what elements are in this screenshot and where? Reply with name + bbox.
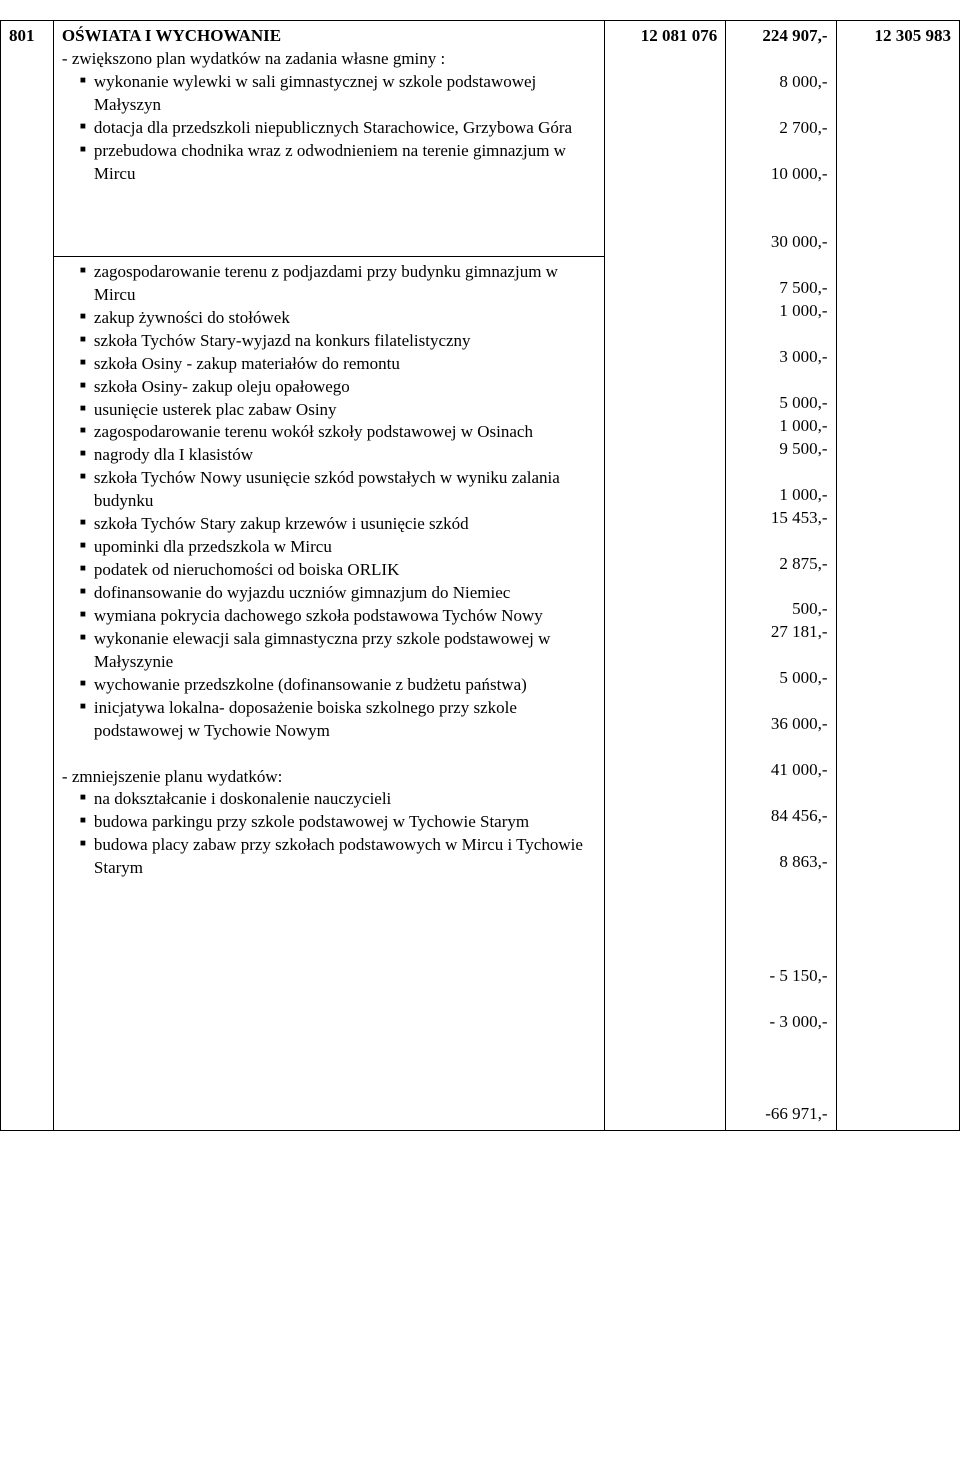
amount-line: .	[734, 209, 827, 232]
desc-lower-cell: zagospodarowanie terenu z podjazdami prz…	[53, 256, 604, 1130]
list-item: podatek od nieruchomości od boiska ORLIK	[80, 559, 596, 582]
amount-line: .	[734, 690, 827, 713]
amount-line: .	[734, 782, 827, 805]
amount-line: .	[734, 369, 827, 392]
amount-line: 15 453,-	[734, 507, 827, 530]
col-a-value: 12 081 076	[641, 26, 718, 45]
bottom-list: na dokształcanie i doskonalenie nauczyci…	[62, 788, 596, 880]
amount-line: .	[734, 644, 827, 667]
amount-line: .	[734, 576, 827, 599]
list-item: usunięcie usterek plac zabaw Osiny	[80, 399, 596, 422]
amount-line: 1 000,-	[734, 415, 827, 438]
list-item: szkoła Osiny- zakup oleju opałowego	[80, 376, 596, 399]
list-item: przebudowa chodnika wraz z odwodnieniem …	[80, 140, 596, 186]
amount-line: .	[734, 530, 827, 553]
amount-line: .	[734, 140, 827, 163]
list-item: budowa placy zabaw przy szkołach podstaw…	[80, 834, 596, 880]
amount-line: 8 000,-	[734, 71, 827, 94]
col-c-cell: 12 305 983	[836, 21, 959, 1131]
list-item: zakup żywności do stołówek	[80, 307, 596, 330]
amount-line: 1 000,-	[734, 300, 827, 323]
amount-line: .	[734, 1080, 827, 1103]
amount-line: 8 863,-	[734, 851, 827, 874]
amount-line: .	[734, 186, 827, 209]
table-top-row: 801 OŚWIATA I WYCHOWANIE - zwiększono pl…	[1, 21, 960, 257]
amount-line: 9 500,-	[734, 438, 827, 461]
budget-table: 801 OŚWIATA I WYCHOWANIE - zwiększono pl…	[0, 20, 960, 1131]
list-item: wykonanie wylewki w sali gimnastycznej w…	[80, 71, 596, 117]
col-b-header: 224 907,-	[734, 25, 827, 48]
list-item: wymiana pokrycia dachowego szkoła podsta…	[80, 605, 596, 628]
upper-amounts: 8 000,-.2 700,-.10 000,-..	[734, 71, 827, 232]
amount-line: .	[734, 874, 827, 897]
code-cell: 801	[1, 21, 54, 1131]
amount-line: .	[734, 323, 827, 346]
amount-line: -66 971,-	[734, 1103, 827, 1126]
bottom-heading: - zmniejszenie planu wydatków:	[62, 766, 596, 789]
desc-upper-cell: OŚWIATA I WYCHOWANIE - zwiększono plan w…	[53, 21, 604, 257]
amount-line: - 3 000,-	[734, 1011, 827, 1034]
row-title: OŚWIATA I WYCHOWANIE	[62, 26, 281, 45]
list-item: dofinansowanie do wyjazdu uczniów gimnaz…	[80, 582, 596, 605]
list-item: inicjatywa lokalna- doposażenie boiska s…	[80, 697, 596, 743]
amount-line: .	[734, 94, 827, 117]
list-item: wychowanie przedszkolne (dofinansowanie …	[80, 674, 596, 697]
upper-list: wykonanie wylewki w sali gimnastycznej w…	[62, 71, 596, 186]
amount-line: 3 000,-	[734, 346, 827, 369]
list-item: budowa parkingu przy szkole podstawowej …	[80, 811, 596, 834]
after-title: - zwiększono plan wydatków na zadania wł…	[62, 48, 596, 71]
amount-line: 10 000,-	[734, 163, 827, 186]
col-b-cell: 224 907,- 8 000,-.2 700,-.10 000,-.. 30 …	[726, 21, 836, 1131]
amount-line: .	[734, 1034, 827, 1057]
list-item: szkoła Tychów Stary-wyjazd na konkurs fi…	[80, 330, 596, 353]
amount-line: .	[734, 1057, 827, 1080]
amount-line: .	[734, 988, 827, 1011]
amount-line: 30 000,-	[734, 231, 827, 254]
amount-line: 36 000,-	[734, 713, 827, 736]
amount-line: 5 000,-	[734, 667, 827, 690]
amount-line: .	[734, 461, 827, 484]
amount-line: 84 456,-	[734, 805, 827, 828]
list-item: szkoła Tychów Nowy usunięcie szkód powst…	[80, 467, 596, 513]
list-item: dotacja dla przedszkoli niepublicznych S…	[80, 117, 596, 140]
col-a-cell: 12 081 076	[605, 21, 726, 1131]
lower-list: zagospodarowanie terenu z podjazdami prz…	[62, 261, 596, 743]
amount-line: 2 700,-	[734, 117, 827, 140]
amount-line: 7 500,-	[734, 277, 827, 300]
list-item: na dokształcanie i doskonalenie nauczyci…	[80, 788, 596, 811]
amount-line: 27 181,-	[734, 621, 827, 644]
amount-line: - 5 150,-	[734, 965, 827, 988]
lower-amounts: 30 000,-.7 500,-1 000,-.3 000,-.5 000,-1…	[734, 231, 827, 919]
list-item: wykonanie elewacji sala gimnastyczna prz…	[80, 628, 596, 674]
amount-line: .	[734, 736, 827, 759]
amount-line: 41 000,-	[734, 759, 827, 782]
row-code: 801	[9, 26, 35, 45]
list-item: szkoła Osiny - zakup materiałów do remon…	[80, 353, 596, 376]
list-item: szkoła Tychów Stary zakup krzewów i usun…	[80, 513, 596, 536]
amount-line: .	[734, 254, 827, 277]
amount-line: 1 000,-	[734, 484, 827, 507]
amount-line: 500,-	[734, 598, 827, 621]
amount-line: 5 000,-	[734, 392, 827, 415]
col-c-value: 12 305 983	[875, 26, 952, 45]
amount-line: .	[734, 828, 827, 851]
bottom-amounts: - 5 150,-.- 3 000,-...-66 971,-	[734, 965, 827, 1126]
amount-line: .	[734, 897, 827, 920]
amount-line: 2 875,-	[734, 553, 827, 576]
list-item: zagospodarowanie terenu wokół szkoły pod…	[80, 421, 596, 444]
list-item: nagrody dla I klasistów	[80, 444, 596, 467]
list-item: zagospodarowanie terenu z podjazdami prz…	[80, 261, 596, 307]
list-item: upominki dla przedszkola w Mircu	[80, 536, 596, 559]
